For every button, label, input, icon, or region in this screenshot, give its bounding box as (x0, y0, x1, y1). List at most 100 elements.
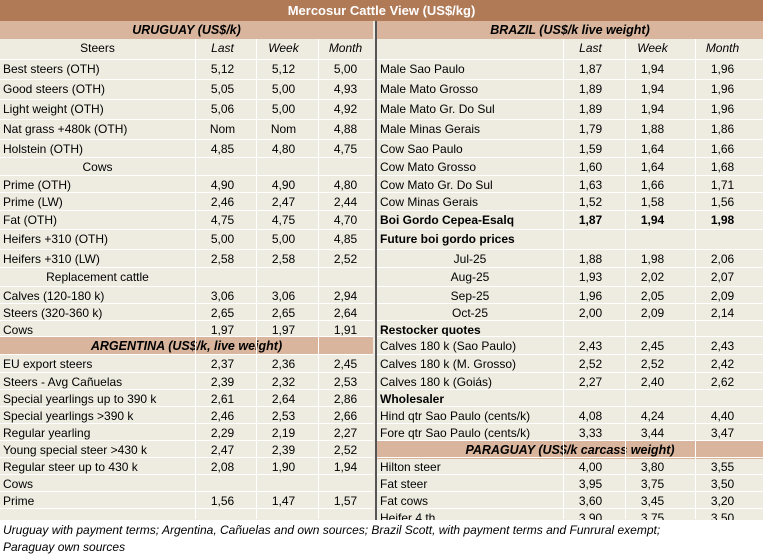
grid-line (0, 59, 373, 60)
future-prices-subheader-text: Future boi gordo prices (380, 232, 515, 246)
table-row: Calves (120-180 k) 3,06 3,06 2,94 (0, 287, 375, 306)
row-label: Hind qtr Sao Paulo (cents/k) (380, 409, 531, 423)
value-month: 1,56 (710, 195, 735, 209)
table-row: Calves 180 k (Sao Paulo) 2,43 2,45 2,43 (377, 337, 763, 356)
row-label: Cow Mato Gr. Do Sul (380, 178, 493, 192)
value-month: 2,66 (333, 409, 358, 423)
table-row: Male Mato Gr. Do Sul 1,89 1,94 1,96 (377, 100, 763, 119)
value-month: 1,68 (710, 160, 735, 174)
value-last: 2,27 (578, 375, 603, 389)
table-row: Cows (0, 475, 375, 494)
grid-line (377, 79, 763, 80)
value-week: 3,06 (271, 289, 296, 303)
grid-line (0, 389, 373, 390)
grid-line (0, 440, 373, 441)
row-label: Special yearlings up to 390 k (3, 392, 157, 406)
grid-line (377, 372, 763, 373)
value-month: 2,86 (333, 392, 358, 406)
row-label: Calves (120-180 k) (3, 289, 105, 303)
grid-line (695, 39, 696, 519)
value-week: 1,94 (640, 62, 665, 76)
grid-line (0, 210, 373, 211)
value-month: 1,57 (333, 494, 358, 508)
grid-line (377, 99, 763, 100)
table-row: Heifers +310 (LW) 2,58 2,58 2,52 (0, 250, 375, 269)
grid-line (0, 286, 373, 287)
value-last: 1,87 (578, 213, 603, 227)
value-week: 1,66 (640, 178, 665, 192)
value-week: 2,09 (640, 306, 665, 320)
argentina-header: ARGENTINA (US$/k, live weight) (0, 337, 373, 355)
value-week: 1,88 (640, 122, 665, 136)
grid-line (377, 286, 763, 287)
value-week: 2,45 (640, 339, 665, 353)
right-panel: BRAZIL (US$/k live weight) Last Week Month M… (375, 21, 763, 525)
replacement-subheader: Replacement cattle (0, 268, 375, 287)
value-last: 2,65 (210, 306, 235, 320)
value-month: 2,42 (710, 357, 735, 371)
value-last: Nom (209, 122, 236, 136)
restocker-subheader: Restocker quotes (377, 321, 763, 340)
value-week: 4,80 (271, 142, 296, 156)
row-label: Nat grass +480k (OTH) (3, 122, 128, 136)
wholesaler-subheader: Wholesaler (377, 390, 763, 409)
value-last: 4,90 (210, 178, 235, 192)
table-row: Cows 1,97 1,97 1,91 (0, 321, 375, 340)
row-label: Boi Gordo Cepea-Esalq (380, 213, 515, 227)
grid-line (0, 119, 373, 120)
value-last: 1,56 (210, 494, 235, 508)
grid-line (0, 229, 373, 230)
table-row: Good steers (OTH) 5,05 5,00 4,93 (0, 80, 375, 99)
row-label: Steers - Avg Cañuelas (3, 375, 123, 389)
value-week: 5,12 (271, 62, 296, 76)
grid-line (0, 175, 373, 176)
grid-line (0, 192, 373, 193)
value-last: 1,97 (210, 323, 235, 337)
value-week: 1,90 (271, 460, 296, 474)
value-month: 2,43 (710, 339, 735, 353)
value-month: 4,93 (333, 82, 358, 96)
column-header-week: Week (268, 41, 299, 55)
value-month: 2,06 (710, 252, 735, 266)
restocker-subheader-text: Restocker quotes (380, 323, 481, 337)
table-row: EU export steers 2,37 2,36 2,45 (0, 355, 375, 374)
value-month: 3,50 (710, 477, 735, 491)
table-row: Hind qtr Sao Paulo (cents/k) 4,08 4,24 4,40 (377, 407, 763, 426)
row-label: Cow Sao Paulo (380, 142, 463, 156)
value-week: 3,75 (640, 477, 665, 491)
row-label: Oct-25 (451, 306, 488, 320)
value-month: 3,47 (710, 426, 735, 440)
grid-line (377, 59, 763, 60)
grid-line (377, 508, 763, 509)
grid-line (377, 157, 763, 158)
table-row: Aug-25 1,93 2,02 2,07 (377, 268, 763, 287)
value-last: 5,06 (210, 102, 235, 116)
value-week: 2,39 (271, 443, 296, 457)
row-label: Cow Minas Gerais (380, 195, 479, 209)
value-week: 2,32 (271, 375, 296, 389)
value-last: 2,43 (578, 339, 603, 353)
table-row: Male Minas Gerais 1,79 1,88 1,86 (377, 120, 763, 139)
boi-gordo-row: Boi Gordo Cepea-Esalq 1,87 1,94 1,98 (377, 211, 763, 230)
value-month: 3,20 (710, 494, 735, 508)
value-week: 2,02 (640, 270, 665, 284)
value-month: 2,52 (333, 252, 358, 266)
value-month: 1,91 (333, 323, 358, 337)
value-last: 1,87 (578, 62, 603, 76)
table-row: Light weight (OTH) 5,06 5,00 4,92 (0, 100, 375, 119)
table-row: Regular steer up to 430 k 2,08 1,90 1,94 (0, 458, 375, 477)
value-month: 1,98 (710, 213, 735, 227)
grid-line (0, 99, 373, 100)
value-last: 2,37 (210, 357, 235, 371)
value-week: 2,05 (640, 289, 665, 303)
table-row: Cow Minas Gerais 1,52 1,58 1,56 (377, 193, 763, 212)
row-label: Cow Mato Grosso (380, 160, 477, 174)
value-week: 1,94 (640, 102, 665, 116)
grid-line (0, 336, 373, 337)
grid-line (0, 508, 373, 509)
value-last: 2,47 (210, 443, 235, 457)
row-label: Male Mato Grosso (380, 82, 479, 96)
grid-line (377, 267, 763, 268)
grid-line (0, 423, 373, 424)
value-month: 2,53 (333, 375, 358, 389)
